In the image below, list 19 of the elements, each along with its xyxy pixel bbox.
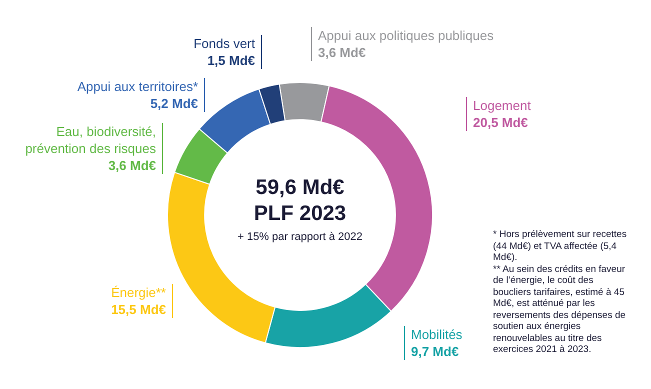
slice-label: Logement bbox=[473, 97, 532, 114]
text: 59,6 Md€ bbox=[254, 175, 346, 201]
text: ** Au sein des crédits en faveur de l’énergie, le coût des boucliers tarifaires, estimé à 45 Md€, est atténué par les reversements des dépenses de soutien aux énergies renouvelables au titre des exercices 2021 à 2023. bbox=[493, 264, 627, 356]
data-label: 3,6 Md€ bbox=[318, 44, 367, 61]
slice-label: Énergie** bbox=[110, 284, 166, 301]
slice-label: Fonds vert bbox=[192, 35, 255, 52]
data-label: 1,5 Md€ bbox=[206, 52, 255, 69]
text: PLF 2023 bbox=[252, 201, 348, 227]
text: + 15% par rapport à 2022 bbox=[236, 231, 364, 243]
slice-label: Appui aux territoires* bbox=[76, 78, 198, 95]
text: * Hors prélèvement sur recettes (44 Md€) et TVA affectée (5,4 Md€). bbox=[493, 229, 628, 264]
slice-label: Eau, biodiversité, prévention des risques bbox=[24, 123, 156, 157]
slice-label: Appui aux politiques publiques bbox=[318, 27, 495, 44]
data-label: 3,6 Md€ bbox=[107, 157, 156, 174]
data-label: 20,5 Md€ bbox=[473, 114, 529, 131]
data-label: 5,2 Md€ bbox=[149, 95, 198, 112]
slice-label: Mobilités bbox=[411, 327, 462, 342]
data-label: 15,5 Md€ bbox=[110, 301, 166, 318]
data-label: 9,7 Md€ bbox=[411, 344, 459, 359]
